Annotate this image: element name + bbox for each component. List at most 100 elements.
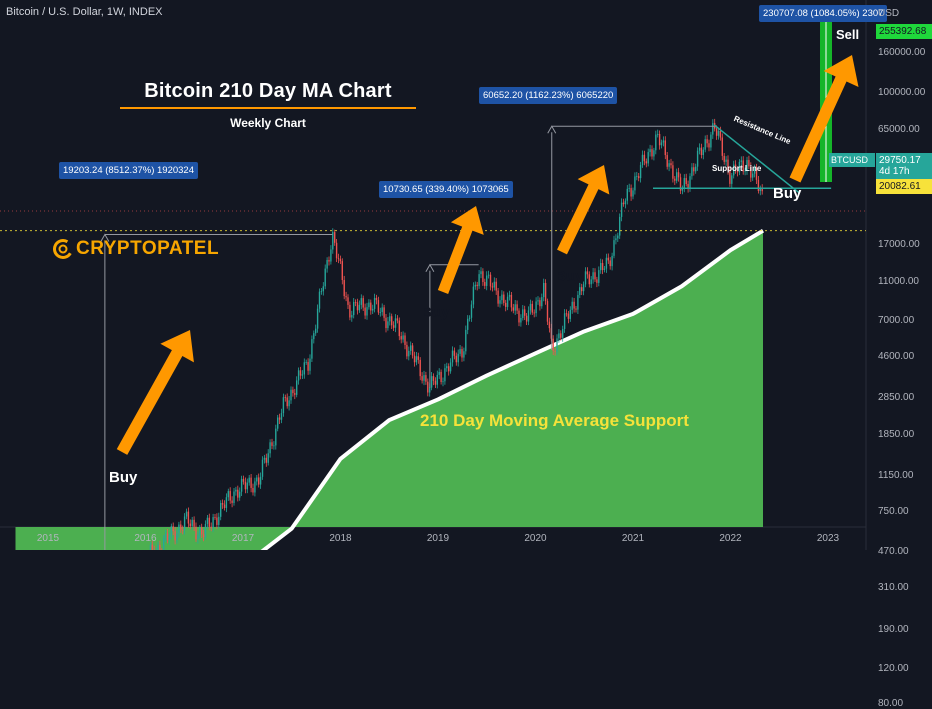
candle-body	[755, 168, 758, 180]
measurement-arrowhead	[425, 263, 435, 272]
candle-body	[404, 335, 406, 345]
measurement-label-1[interactable]: 19203.24 (8512.37%) 1920324	[59, 162, 199, 179]
candle-body	[596, 279, 598, 283]
candle-body	[398, 320, 400, 337]
candle-body	[415, 356, 418, 363]
candle-body	[516, 304, 518, 311]
candle-body	[157, 544, 159, 550]
series-tag: BTCUSD	[829, 153, 875, 167]
logo-text: CRYPTOPATEL	[76, 238, 220, 259]
price-tick-label: 1850.00	[878, 428, 915, 440]
candle-body	[326, 259, 328, 269]
price-tick-label: 80.00	[878, 697, 904, 709]
candle-body	[269, 442, 271, 454]
candle-body	[182, 529, 184, 531]
candle-body	[712, 123, 714, 135]
trend-arrow-2020	[557, 165, 610, 255]
candle-body	[558, 333, 560, 339]
candle-body	[472, 286, 475, 305]
currency-label: USD	[878, 8, 900, 19]
candle-body	[406, 344, 408, 357]
brand-logo: CRYPTOPATEL	[52, 238, 219, 260]
candle-body	[223, 504, 226, 508]
candle-body	[474, 284, 476, 287]
candle-body	[301, 374, 304, 376]
candle-body	[706, 139, 708, 144]
candle-body	[221, 503, 224, 505]
candle-body	[444, 368, 446, 382]
candle-body	[208, 517, 210, 527]
candle-body	[237, 489, 239, 498]
candle-body	[658, 133, 661, 146]
candle-body	[594, 272, 596, 280]
candle-body	[305, 362, 307, 363]
candle-body	[584, 271, 587, 285]
bar-countdown: 4d 17h	[879, 166, 910, 177]
candle-body	[202, 534, 205, 538]
candle-body	[434, 380, 437, 385]
candle-body	[552, 338, 554, 351]
candle-body	[212, 517, 214, 528]
candle-body	[719, 131, 722, 138]
candle-body	[368, 302, 370, 308]
candle-body	[235, 489, 237, 492]
candle-body	[261, 459, 264, 477]
measurement-label-4[interactable]: 230707.08 (1084.05%) 2307	[759, 5, 888, 22]
candle-body	[691, 167, 693, 177]
measurement-label-2[interactable]: 10730.65 (339.40%) 1073065	[379, 181, 513, 198]
candle-body	[197, 535, 199, 540]
candle-body	[442, 381, 444, 383]
candle-body	[277, 417, 279, 429]
candle-body	[332, 232, 334, 250]
candle-body	[708, 143, 710, 148]
candle-body	[231, 500, 233, 503]
candle-body	[653, 150, 655, 157]
candle-body	[385, 317, 387, 329]
candle-body	[379, 312, 381, 313]
candle-body	[638, 176, 640, 179]
candle-body	[537, 300, 539, 302]
candle-body	[151, 544, 153, 550]
buy-label-2015: Buy	[109, 469, 138, 486]
candle-body	[313, 333, 315, 340]
candle-body	[225, 497, 228, 508]
chart-title: Bitcoin 210 Day MA Chart	[144, 80, 392, 102]
candle-body	[696, 150, 699, 167]
candle-body	[752, 173, 754, 178]
candle-body	[299, 370, 302, 376]
candle-body	[455, 355, 457, 363]
trend-arrow-2022	[789, 55, 859, 183]
candle-body	[700, 147, 703, 156]
candle-body	[419, 359, 421, 377]
candle-body	[294, 393, 296, 395]
candle-body	[508, 294, 511, 297]
symbol-title[interactable]: Bitcoin / U.S. Dollar, 1W, INDEX	[6, 6, 163, 18]
candle-body	[543, 282, 545, 298]
candle-body	[446, 366, 448, 369]
candle-body	[748, 160, 750, 167]
candle-body	[579, 287, 581, 295]
candle-body	[529, 303, 532, 311]
candle-body	[191, 519, 193, 527]
candle-body	[651, 149, 653, 157]
ma-line	[260, 228, 765, 550]
measurement-label-3[interactable]: 60652.20 (1162.23%) 6065220	[479, 87, 618, 104]
candle-body	[611, 255, 613, 267]
price-tick-label: 310.00	[878, 581, 909, 593]
candle-body	[240, 478, 243, 492]
candle-body	[394, 318, 397, 328]
candle-body	[603, 268, 606, 270]
candle-body	[168, 536, 171, 541]
candle-body	[619, 216, 621, 236]
candle-body	[449, 362, 452, 372]
candle-body	[544, 282, 547, 302]
current-price-tag: 29750.17 4d 17h	[876, 153, 932, 181]
candle-body	[411, 345, 414, 356]
price-tick-label: 100000.00	[878, 87, 926, 99]
candle-body	[216, 517, 218, 525]
candle-body	[577, 294, 579, 310]
candle-body	[660, 142, 663, 146]
candle-body	[664, 140, 666, 156]
candle-body	[324, 268, 326, 287]
price-tick-label: 4600.00	[878, 350, 915, 362]
